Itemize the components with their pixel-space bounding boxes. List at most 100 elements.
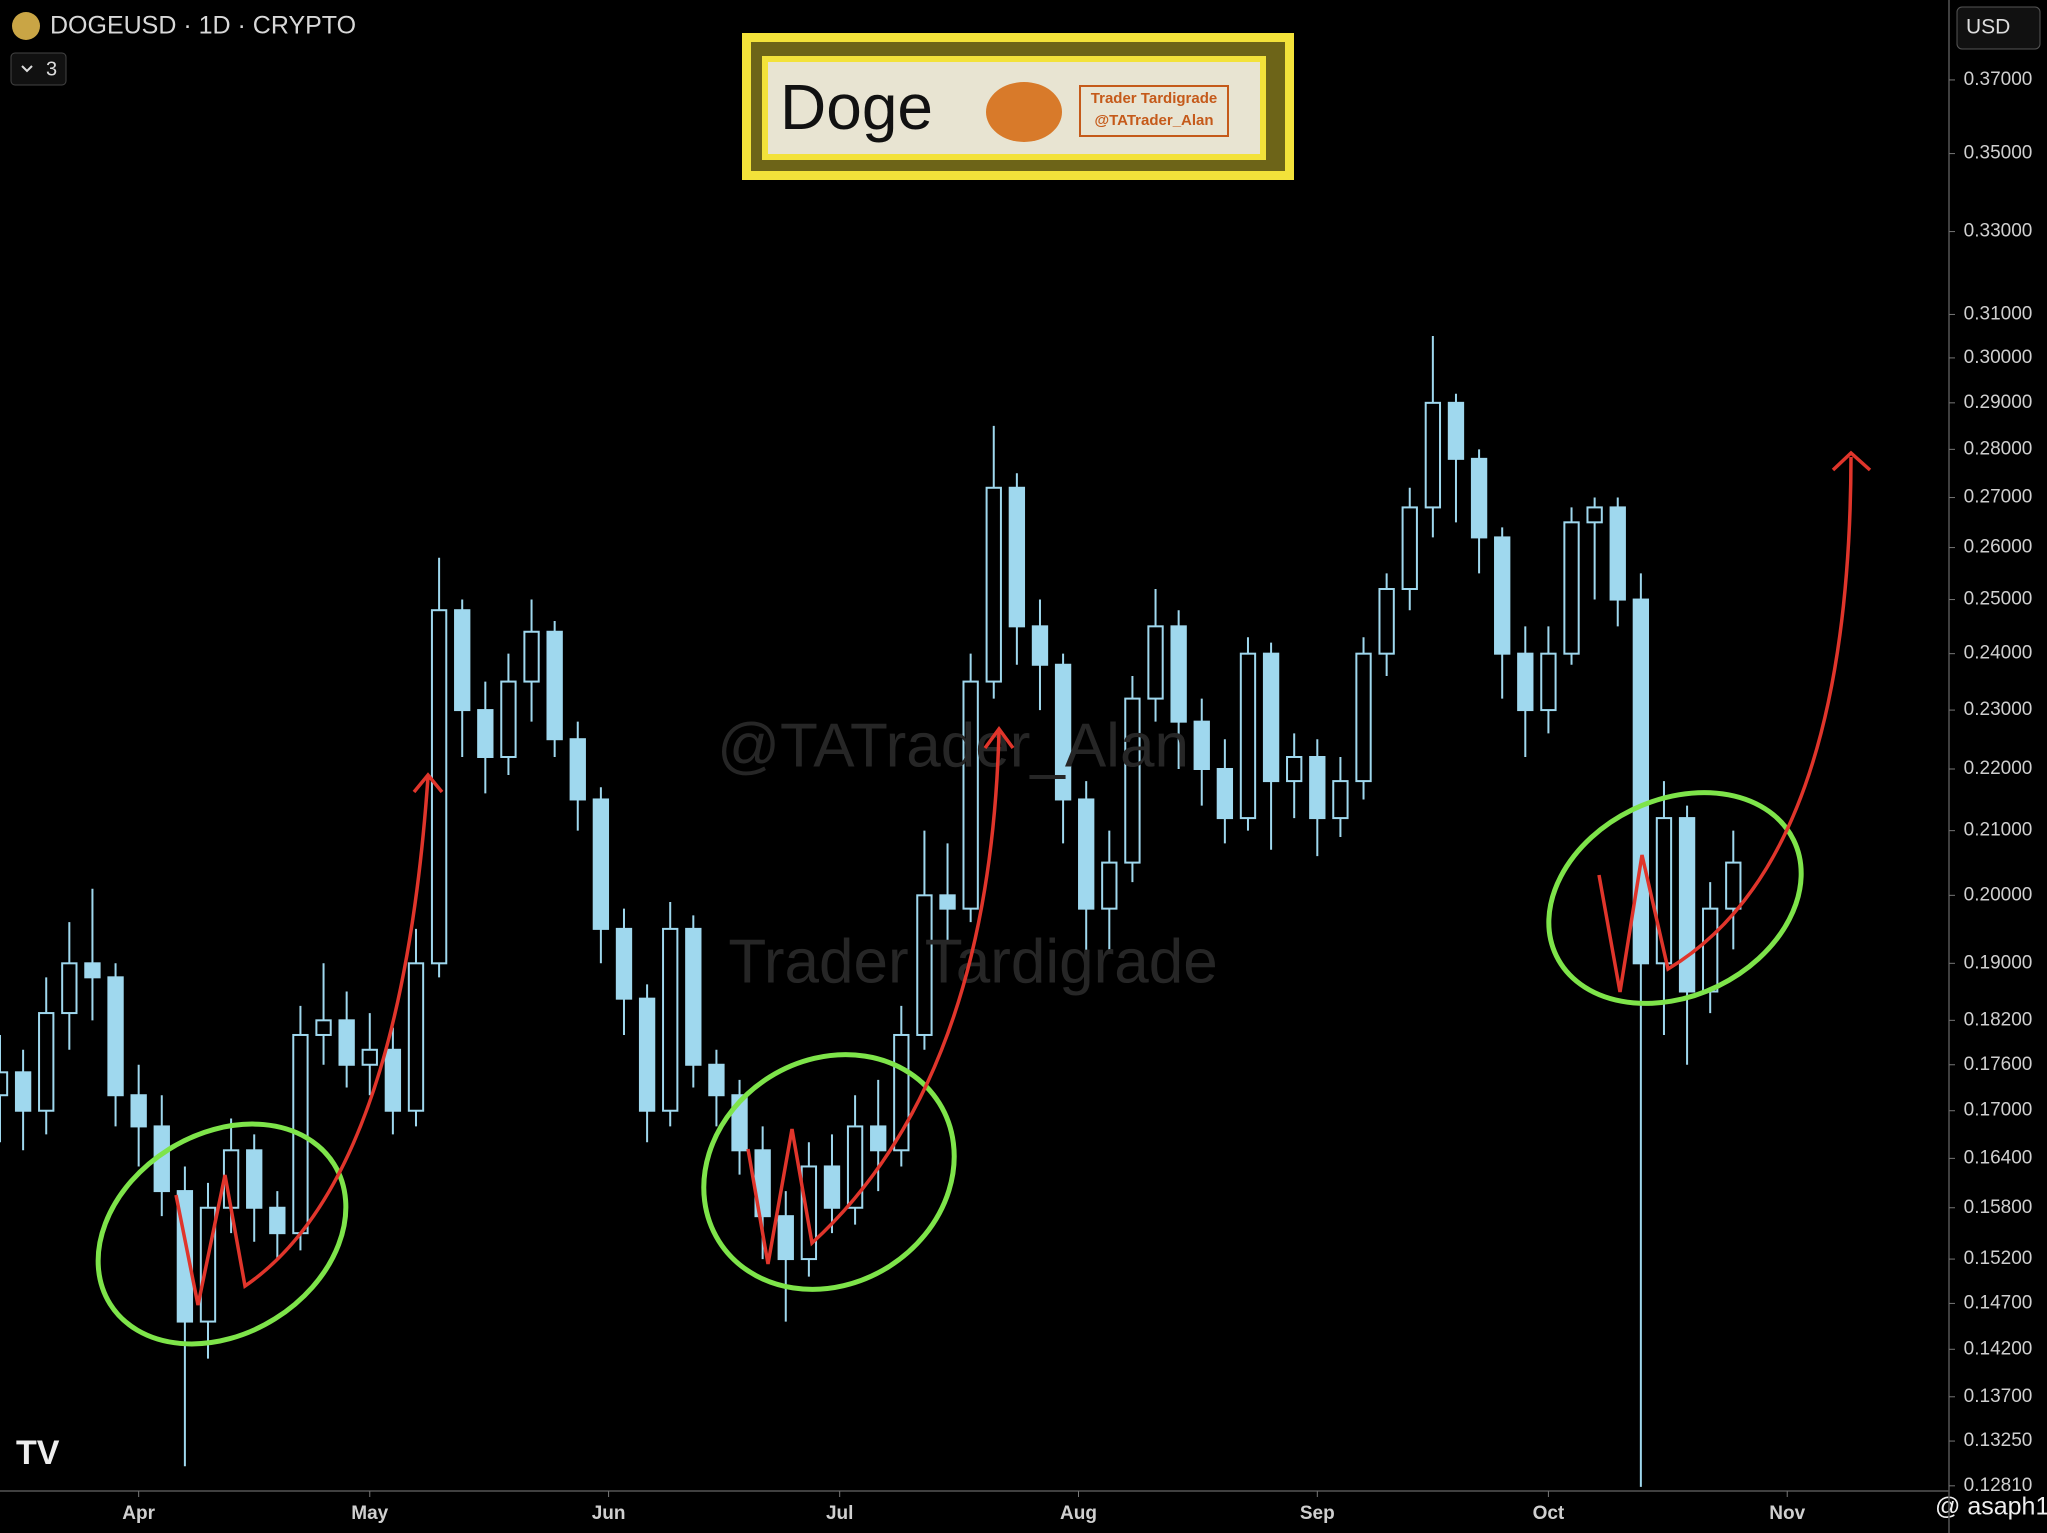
candle-body bbox=[61, 962, 78, 1015]
y-tick-label: 0.37000 bbox=[1964, 69, 2033, 90]
y-tick-label: 0.14200 bbox=[1964, 1338, 2033, 1359]
y-tick-label: 0.16400 bbox=[1964, 1147, 2033, 1168]
candle-body bbox=[1517, 652, 1534, 712]
symbol-icon bbox=[12, 12, 40, 40]
pattern-ellipse bbox=[701, 1052, 957, 1292]
candle-body bbox=[1008, 486, 1026, 628]
candle-body bbox=[1170, 625, 1187, 723]
candle-body bbox=[523, 630, 540, 683]
x-tick-label: Jun bbox=[592, 1503, 626, 1524]
logo-line: Trader Tardigrade bbox=[1091, 90, 1217, 107]
logo-tag bbox=[1079, 85, 1229, 137]
projection-arrow bbox=[174, 776, 430, 1306]
candle-body bbox=[1124, 697, 1141, 864]
arrow-head bbox=[983, 726, 1015, 750]
x-tick-label: Oct bbox=[1533, 1503, 1565, 1524]
candle-body bbox=[1725, 861, 1742, 910]
y-tick-label: 0.21000 bbox=[1964, 820, 2033, 841]
y-tick-label: 0.31000 bbox=[1964, 303, 2033, 324]
logo-line: @TATrader_Alan bbox=[1094, 112, 1213, 129]
candle-body bbox=[1586, 506, 1603, 524]
logo-title: Doge bbox=[780, 71, 933, 143]
candle-body bbox=[477, 709, 494, 759]
candle-body bbox=[1494, 536, 1511, 655]
x-tick-label: Jul bbox=[826, 1503, 853, 1524]
candle-body bbox=[384, 1048, 402, 1112]
currency-button[interactable] bbox=[1956, 6, 2041, 50]
candle-body bbox=[361, 1048, 378, 1066]
brand-logo: TV bbox=[16, 1434, 60, 1472]
plot-area bbox=[0, 335, 1742, 1487]
projection-arrow bbox=[746, 730, 1001, 1265]
candle-body bbox=[1193, 720, 1210, 770]
candle-body bbox=[1378, 587, 1395, 655]
y-tick-label: 0.30000 bbox=[1964, 347, 2033, 368]
pattern-ellipse bbox=[1546, 790, 1804, 1006]
candle-body bbox=[1609, 506, 1626, 601]
candle-body bbox=[107, 976, 124, 1097]
candle-body bbox=[1678, 817, 1696, 993]
candle-body bbox=[846, 1125, 864, 1209]
candle-body bbox=[1216, 767, 1234, 820]
x-tick-label: Apr bbox=[122, 1503, 155, 1524]
candle-body bbox=[777, 1215, 794, 1261]
y-tick-label: 0.15800 bbox=[1964, 1197, 2033, 1218]
projection-arrow bbox=[1597, 456, 1853, 993]
candle-body bbox=[638, 997, 656, 1112]
candle-body bbox=[1286, 756, 1303, 783]
candle-body bbox=[1563, 521, 1580, 655]
candle-body bbox=[315, 1019, 332, 1036]
candle-body bbox=[1031, 625, 1049, 666]
candle-body bbox=[662, 927, 679, 1112]
y-tick-label: 0.13250 bbox=[1964, 1430, 2033, 1451]
y-tick-label: 0.12810 bbox=[1964, 1475, 2033, 1496]
x-tick-label: Nov bbox=[1769, 1503, 1805, 1524]
indicator-toggle[interactable] bbox=[10, 52, 67, 86]
y-tick-label: 0.25000 bbox=[1964, 589, 2033, 610]
candle-body bbox=[1401, 506, 1418, 590]
candle-body bbox=[569, 738, 586, 801]
logo-icon bbox=[986, 82, 1062, 142]
candle-body bbox=[1054, 663, 1072, 801]
candle-body bbox=[130, 1094, 147, 1128]
candle-body bbox=[338, 1019, 355, 1066]
candle-body bbox=[1632, 598, 1650, 965]
chevron bbox=[21, 65, 33, 73]
candle-body bbox=[1239, 652, 1257, 820]
y-tick-label: 0.29000 bbox=[1964, 392, 2033, 413]
candle-body bbox=[454, 609, 471, 712]
y-tick-label: 0.14700 bbox=[1964, 1292, 2033, 1313]
candle-body bbox=[1702, 907, 1719, 993]
candle-body bbox=[1262, 652, 1280, 783]
y-tick-label: 0.35000 bbox=[1964, 143, 2033, 164]
candle-body bbox=[1470, 457, 1488, 539]
watermark: @TATrader_Alan bbox=[717, 711, 1189, 780]
y-tick-label: 0.27000 bbox=[1964, 487, 2033, 508]
candle-body bbox=[708, 1063, 725, 1097]
candle-body bbox=[962, 680, 979, 910]
candle-body bbox=[14, 1071, 32, 1112]
candle-body bbox=[1447, 401, 1465, 460]
candle-body bbox=[407, 962, 425, 1112]
logo-box: Doge Trader Tardigrade @TATrader_Alan bbox=[742, 33, 1294, 180]
annotations bbox=[174, 450, 1872, 1306]
candle-body bbox=[1309, 756, 1326, 820]
candle-body bbox=[1332, 780, 1349, 820]
candle-body bbox=[870, 1125, 887, 1152]
candle-body bbox=[1424, 401, 1442, 509]
candle-body bbox=[38, 1012, 55, 1112]
arrow-head bbox=[1831, 450, 1872, 472]
y-tick-label: 0.17000 bbox=[1964, 1100, 2033, 1121]
y-tick-label: 0.13700 bbox=[1964, 1386, 2033, 1407]
y-tick-label: 0.22000 bbox=[1964, 758, 2033, 779]
candle-body bbox=[685, 927, 702, 1066]
candle-body bbox=[800, 1165, 818, 1261]
candle-body bbox=[500, 680, 517, 759]
credit: @ asaph1 bbox=[1935, 1493, 2047, 1521]
candle-body bbox=[823, 1165, 841, 1209]
y-tick-label: 0.17600 bbox=[1964, 1054, 2033, 1075]
candle-body bbox=[246, 1149, 263, 1209]
